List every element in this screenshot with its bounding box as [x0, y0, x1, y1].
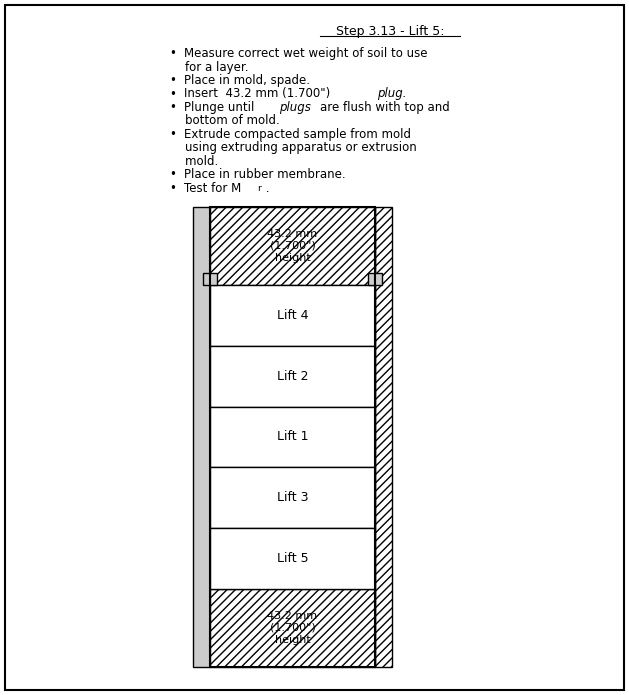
Text: mold.: mold. — [170, 155, 218, 168]
Text: •: • — [170, 47, 181, 60]
Bar — [210, 346, 375, 407]
Text: plugs: plugs — [279, 101, 311, 114]
Text: for a layer.: for a layer. — [170, 60, 248, 74]
Text: 43.2 mm
(1.700")
height: 43.2 mm (1.700") height — [267, 229, 318, 263]
Text: Test for M: Test for M — [184, 182, 241, 195]
Text: •: • — [170, 182, 181, 195]
Text: 43.2 mm
(1.700")
height: 43.2 mm (1.700") height — [267, 612, 318, 644]
Text: Place in mold, spade.: Place in mold, spade. — [184, 74, 309, 87]
Text: Extrude compacted sample from mold: Extrude compacted sample from mold — [184, 128, 411, 141]
Text: Insert  43.2 mm (1.700"): Insert 43.2 mm (1.700") — [184, 88, 334, 101]
Bar — [375, 207, 392, 667]
Text: •: • — [170, 101, 181, 114]
Bar — [193, 207, 210, 667]
Text: Measure correct wet weight of soil to use: Measure correct wet weight of soil to us… — [184, 47, 427, 60]
Bar — [210, 285, 375, 346]
Text: plug.: plug. — [377, 88, 407, 101]
Text: Lift 5: Lift 5 — [277, 552, 308, 565]
Bar — [210, 207, 375, 667]
Bar — [210, 468, 375, 528]
Text: r: r — [258, 184, 261, 193]
Bar — [210, 407, 375, 468]
Text: Lift 4: Lift 4 — [277, 309, 308, 322]
Bar — [210, 528, 375, 589]
Text: using extruding apparatus or extrusion: using extruding apparatus or extrusion — [170, 142, 417, 154]
Bar — [203, 273, 217, 285]
Text: are flush with top and: are flush with top and — [321, 101, 450, 114]
Text: Step 3.13 - Lift 5:: Step 3.13 - Lift 5: — [336, 25, 444, 38]
Text: •: • — [170, 74, 181, 87]
Text: •: • — [170, 88, 181, 101]
Bar — [210, 207, 375, 285]
Text: Lift 3: Lift 3 — [277, 491, 308, 505]
Bar — [210, 589, 375, 667]
Text: •: • — [170, 128, 181, 141]
Text: Lift 2: Lift 2 — [277, 370, 308, 383]
Text: .: . — [262, 182, 270, 195]
Bar — [368, 273, 382, 285]
Text: Plunge until: Plunge until — [184, 101, 258, 114]
Text: Step 3.13 - Lift 5:: Step 3.13 - Lift 5: — [336, 25, 444, 38]
Text: bottom of mold.: bottom of mold. — [170, 115, 280, 127]
Text: Place in rubber membrane.: Place in rubber membrane. — [184, 168, 345, 181]
Text: •: • — [170, 168, 181, 181]
Text: Lift 1: Lift 1 — [277, 430, 308, 443]
